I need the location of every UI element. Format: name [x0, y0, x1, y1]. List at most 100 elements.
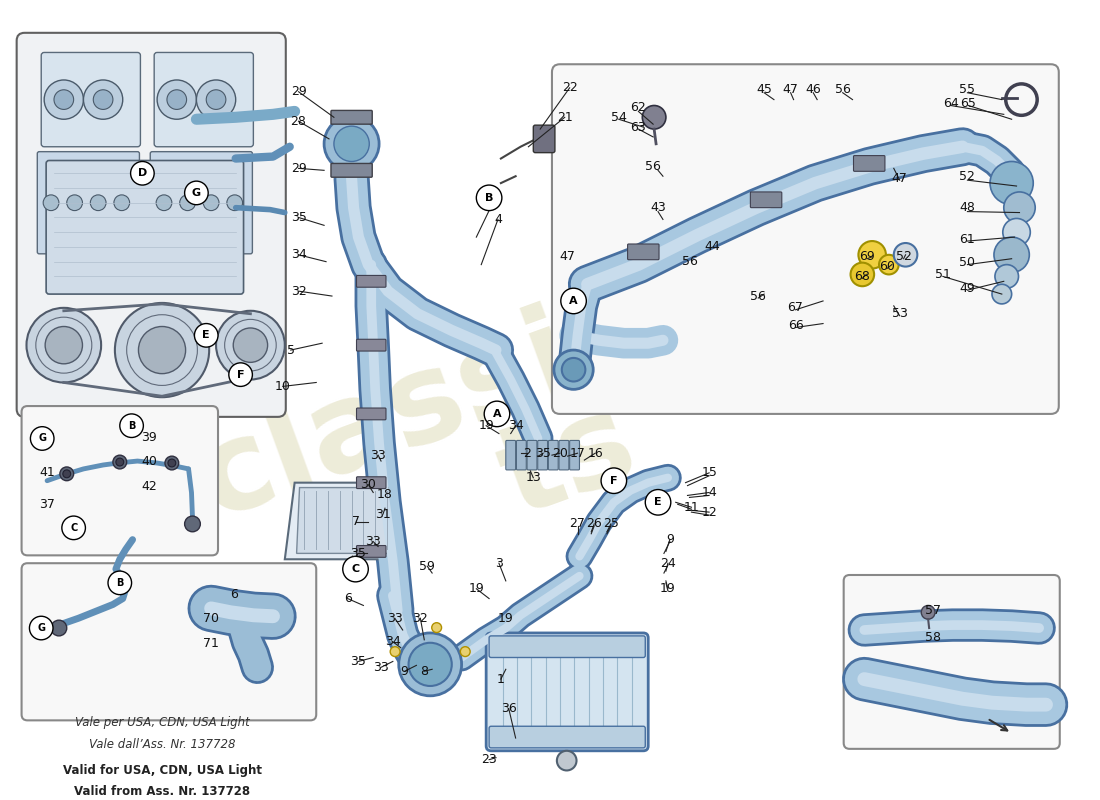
Text: 8: 8 — [420, 665, 428, 678]
Circle shape — [994, 237, 1030, 273]
Text: A: A — [493, 409, 502, 419]
Circle shape — [1003, 218, 1031, 246]
Text: 46: 46 — [805, 83, 821, 96]
Text: 16: 16 — [587, 446, 603, 460]
FancyBboxPatch shape — [490, 636, 646, 658]
FancyBboxPatch shape — [527, 441, 537, 470]
Text: 42: 42 — [142, 480, 157, 493]
FancyBboxPatch shape — [22, 563, 316, 720]
Circle shape — [994, 265, 1019, 288]
Circle shape — [90, 195, 106, 210]
Text: 21: 21 — [557, 110, 573, 124]
Text: 62: 62 — [630, 101, 647, 114]
Circle shape — [922, 606, 935, 619]
Circle shape — [114, 303, 209, 398]
Circle shape — [334, 126, 370, 162]
Text: 56: 56 — [835, 83, 850, 96]
FancyBboxPatch shape — [486, 633, 648, 751]
FancyBboxPatch shape — [516, 441, 526, 470]
Circle shape — [116, 458, 123, 466]
FancyBboxPatch shape — [151, 152, 252, 254]
Text: 33: 33 — [373, 661, 389, 674]
Circle shape — [206, 90, 225, 110]
Text: 17: 17 — [570, 446, 585, 460]
Text: 35: 35 — [351, 655, 366, 668]
Text: 52: 52 — [895, 250, 912, 263]
FancyBboxPatch shape — [490, 726, 646, 748]
Text: 35: 35 — [290, 211, 307, 224]
Text: 37: 37 — [40, 498, 55, 510]
Polygon shape — [297, 487, 390, 554]
Text: 47: 47 — [892, 172, 907, 185]
Text: 61: 61 — [959, 233, 976, 246]
FancyBboxPatch shape — [854, 155, 884, 171]
Text: G: G — [37, 623, 45, 633]
Circle shape — [554, 350, 593, 390]
Circle shape — [562, 358, 585, 382]
Text: 56: 56 — [682, 255, 697, 268]
Text: 19: 19 — [660, 582, 675, 595]
FancyBboxPatch shape — [552, 64, 1059, 414]
Text: 15: 15 — [701, 466, 717, 479]
FancyBboxPatch shape — [41, 53, 141, 146]
Circle shape — [179, 195, 196, 210]
Text: 22: 22 — [562, 82, 578, 94]
Circle shape — [131, 162, 154, 185]
Circle shape — [1004, 192, 1035, 223]
Circle shape — [233, 328, 267, 362]
Circle shape — [398, 633, 462, 696]
Text: 6: 6 — [230, 588, 238, 601]
Text: 33: 33 — [387, 612, 403, 625]
Text: 18: 18 — [377, 488, 393, 501]
Text: B: B — [485, 193, 493, 203]
FancyBboxPatch shape — [538, 441, 548, 470]
Text: 30: 30 — [361, 478, 376, 491]
Text: 19: 19 — [478, 419, 494, 432]
Text: 45: 45 — [756, 83, 772, 96]
FancyBboxPatch shape — [628, 244, 659, 260]
Circle shape — [990, 162, 1033, 205]
Circle shape — [992, 284, 1012, 304]
Text: F: F — [610, 476, 617, 486]
Text: 11: 11 — [683, 501, 700, 514]
Text: G: G — [191, 188, 201, 198]
Text: 20: 20 — [552, 446, 568, 460]
Circle shape — [408, 642, 452, 686]
Text: 9: 9 — [400, 665, 408, 678]
Circle shape — [84, 80, 123, 119]
Text: 56: 56 — [750, 290, 767, 302]
Text: 19: 19 — [498, 612, 514, 625]
Text: 13: 13 — [526, 471, 541, 484]
Circle shape — [646, 490, 671, 515]
Text: 67: 67 — [788, 302, 803, 314]
Text: 41: 41 — [40, 466, 55, 479]
Circle shape — [67, 195, 82, 210]
Circle shape — [858, 241, 886, 269]
Text: 6: 6 — [343, 592, 352, 605]
Circle shape — [157, 80, 197, 119]
Text: C: C — [70, 523, 77, 533]
Polygon shape — [285, 482, 398, 559]
Circle shape — [59, 467, 74, 481]
Circle shape — [229, 363, 252, 386]
Text: 52: 52 — [959, 170, 976, 182]
Text: 32: 32 — [290, 285, 307, 298]
Text: 53: 53 — [892, 307, 907, 320]
Circle shape — [557, 751, 576, 770]
FancyBboxPatch shape — [22, 406, 218, 555]
Text: 26: 26 — [586, 518, 602, 530]
Text: Vale dall’Ass. Nr. 137728: Vale dall’Ass. Nr. 137728 — [89, 738, 235, 751]
Text: 50: 50 — [959, 256, 976, 269]
FancyBboxPatch shape — [534, 125, 554, 153]
Text: 14: 14 — [701, 486, 717, 499]
Circle shape — [561, 288, 586, 314]
Text: 54: 54 — [610, 110, 627, 124]
FancyBboxPatch shape — [37, 152, 140, 254]
Circle shape — [31, 426, 54, 450]
Text: 3: 3 — [495, 557, 503, 570]
Circle shape — [197, 80, 235, 119]
Circle shape — [879, 254, 899, 274]
Text: G: G — [39, 434, 46, 443]
Circle shape — [63, 470, 70, 478]
Text: 58: 58 — [925, 631, 942, 644]
